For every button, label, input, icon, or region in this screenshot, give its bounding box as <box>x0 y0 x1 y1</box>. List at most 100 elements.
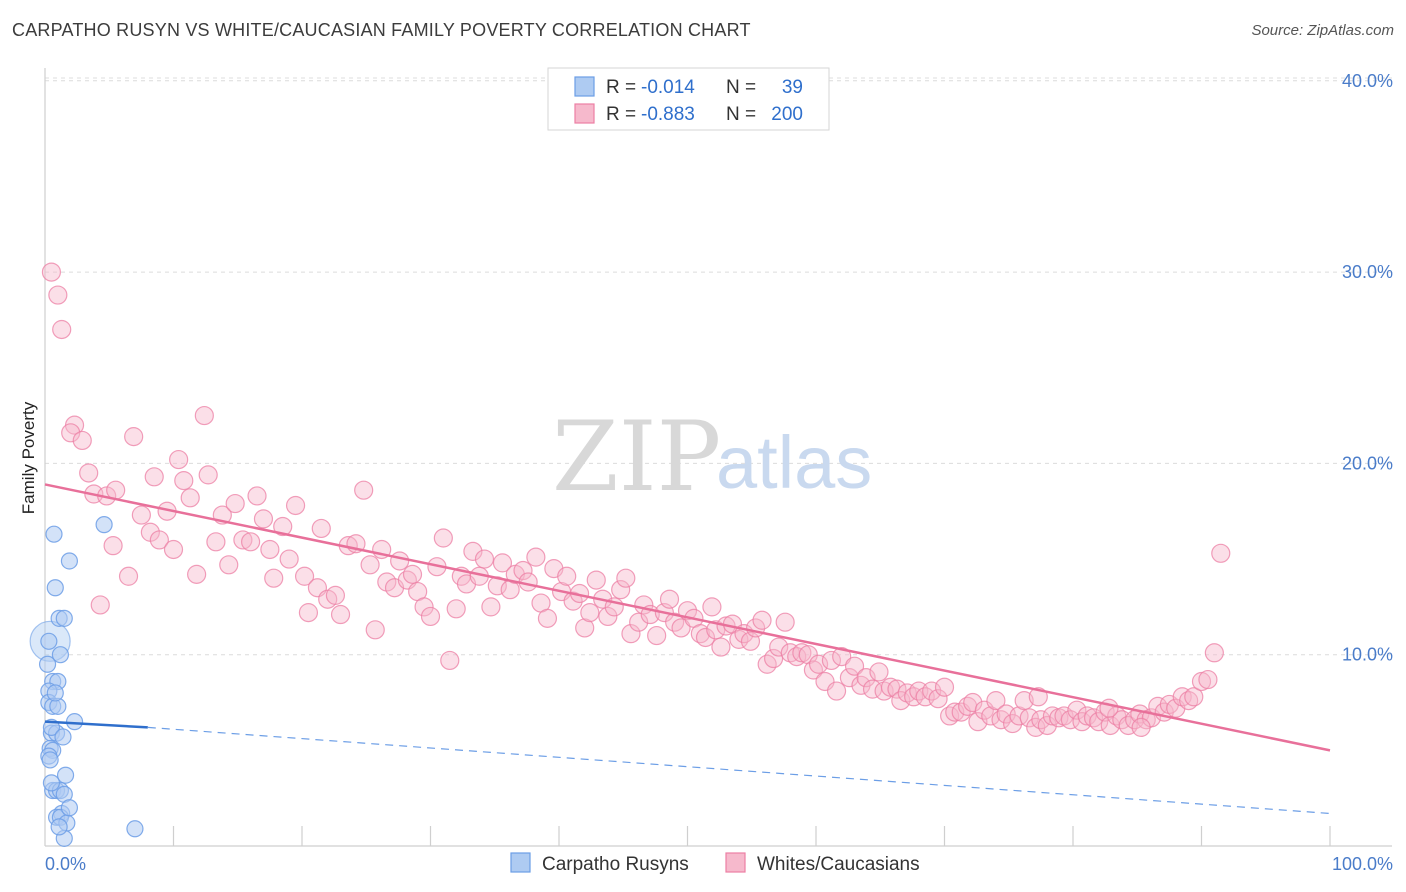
data-point-whites <box>803 660 824 680</box>
data-point-whites <box>481 597 501 617</box>
data-point-carpatho <box>65 713 84 731</box>
data-point-whites <box>264 568 284 588</box>
data-point-whites <box>904 687 924 707</box>
data-point-whites <box>131 505 151 525</box>
data-point-whites <box>647 625 667 646</box>
y-tick-label: 20.0% <box>1342 453 1393 473</box>
series-legend-swatch-blue <box>510 852 531 873</box>
data-point-whites <box>1211 543 1231 563</box>
data-point-whites <box>365 620 385 640</box>
data-point-whites <box>526 547 546 567</box>
data-point-whites <box>279 549 299 569</box>
data-point-whites <box>41 262 62 282</box>
data-point-whites <box>414 597 434 617</box>
data-point-whites <box>940 706 960 726</box>
data-point-whites <box>106 480 126 500</box>
data-point-carpatho <box>60 799 79 817</box>
data-point-whites <box>1028 687 1048 707</box>
data-point-whites <box>1083 708 1104 728</box>
data-point-whites <box>1131 717 1151 737</box>
data-point-whites <box>61 423 81 443</box>
data-point-whites <box>629 612 649 632</box>
data-point-whites <box>402 564 423 584</box>
x-tick-label: 100.0% <box>1332 854 1393 874</box>
data-point-whites <box>285 495 306 516</box>
data-point-whites <box>1067 700 1087 720</box>
data-point-whites <box>330 604 351 625</box>
data-point-whites <box>294 566 315 586</box>
data-point-whites <box>798 645 818 665</box>
data-point-whites <box>557 566 577 586</box>
data-point-whites <box>1072 712 1092 732</box>
data-point-carpatho <box>60 552 79 570</box>
data-point-whites <box>446 599 466 619</box>
data-point-whites <box>702 597 722 617</box>
data-point-whites <box>298 603 319 623</box>
x-tick-label: 0.0% <box>45 854 86 874</box>
data-point-whites <box>891 691 911 711</box>
data-point-whites <box>174 471 194 491</box>
series-legend: Carpatho Rusyns Whites/Caucasians <box>510 852 920 875</box>
data-point-carpatho <box>41 751 59 769</box>
data-point-whites <box>124 427 144 447</box>
series-legend-label-carpatho: Carpatho Rusyns <box>542 854 689 875</box>
data-point-whites <box>775 612 795 632</box>
data-point-whites <box>563 591 583 611</box>
data-point-whites <box>821 650 842 671</box>
data-point-whites <box>187 564 207 584</box>
data-point-whites <box>72 430 92 451</box>
legend-r-label-1: R = <box>606 77 636 98</box>
series-legend-swatch-pink <box>725 852 746 873</box>
data-point-carpatho <box>45 525 63 543</box>
data-point-whites <box>360 555 380 575</box>
data-point-whites <box>311 518 331 539</box>
data-point-whites <box>118 566 139 586</box>
data-point-whites <box>354 480 374 500</box>
data-point-carpatho <box>50 818 68 836</box>
data-point-whites <box>1089 712 1109 732</box>
data-point-carpatho <box>40 632 58 650</box>
data-point-whites <box>144 467 164 487</box>
data-point-whites <box>826 681 847 701</box>
data-point-whites <box>934 677 955 697</box>
data-point-whites <box>206 532 226 552</box>
data-point-whites <box>233 530 253 550</box>
data-point-whites <box>832 647 852 667</box>
x-tick-labels: 0.0% 100.0% <box>45 854 1393 874</box>
legend-n-label-1: N = <box>726 77 756 98</box>
data-point-whites <box>163 539 184 560</box>
series-carpatho-rusyns <box>29 516 144 847</box>
data-point-whites <box>869 662 889 682</box>
stats-legend: R = -0.014 N = 39 R = -0.883 N = 200 <box>547 67 830 131</box>
data-point-whites <box>928 689 948 709</box>
data-point-whites <box>1204 643 1224 663</box>
data-point-whites <box>981 706 1001 726</box>
watermark-atlas: atlas <box>716 421 872 504</box>
legend-n-value-2: 200 <box>771 104 803 125</box>
data-point-carpatho <box>126 820 144 838</box>
data-point-whites <box>611 580 631 600</box>
data-point-whites <box>247 486 267 506</box>
data-point-whites <box>433 528 453 548</box>
data-point-whites <box>253 509 274 529</box>
data-point-carpatho <box>42 774 61 792</box>
data-point-whites <box>463 541 483 561</box>
data-point-carpatho <box>56 766 75 784</box>
data-point-whites <box>616 568 636 588</box>
data-point-whites <box>194 405 214 426</box>
data-point-carpatho <box>95 516 113 534</box>
y-tick-labels: 10.0% 20.0% 30.0% 40.0% <box>1342 71 1393 665</box>
source-credit: Source: ZipAtlas.com <box>1251 22 1394 39</box>
data-point-whites <box>575 618 595 638</box>
data-point-whites <box>1014 691 1034 711</box>
data-point-whites <box>241 532 261 552</box>
y-tick-label: 30.0% <box>1342 262 1393 282</box>
watermark-zip: ZIP <box>552 401 721 513</box>
data-point-whites <box>1198 669 1218 690</box>
data-point-carpatho <box>38 655 57 673</box>
data-point-carpatho <box>46 684 64 702</box>
data-point-whites <box>180 488 200 508</box>
data-point-whites <box>149 530 169 550</box>
data-point-whites <box>769 637 789 657</box>
